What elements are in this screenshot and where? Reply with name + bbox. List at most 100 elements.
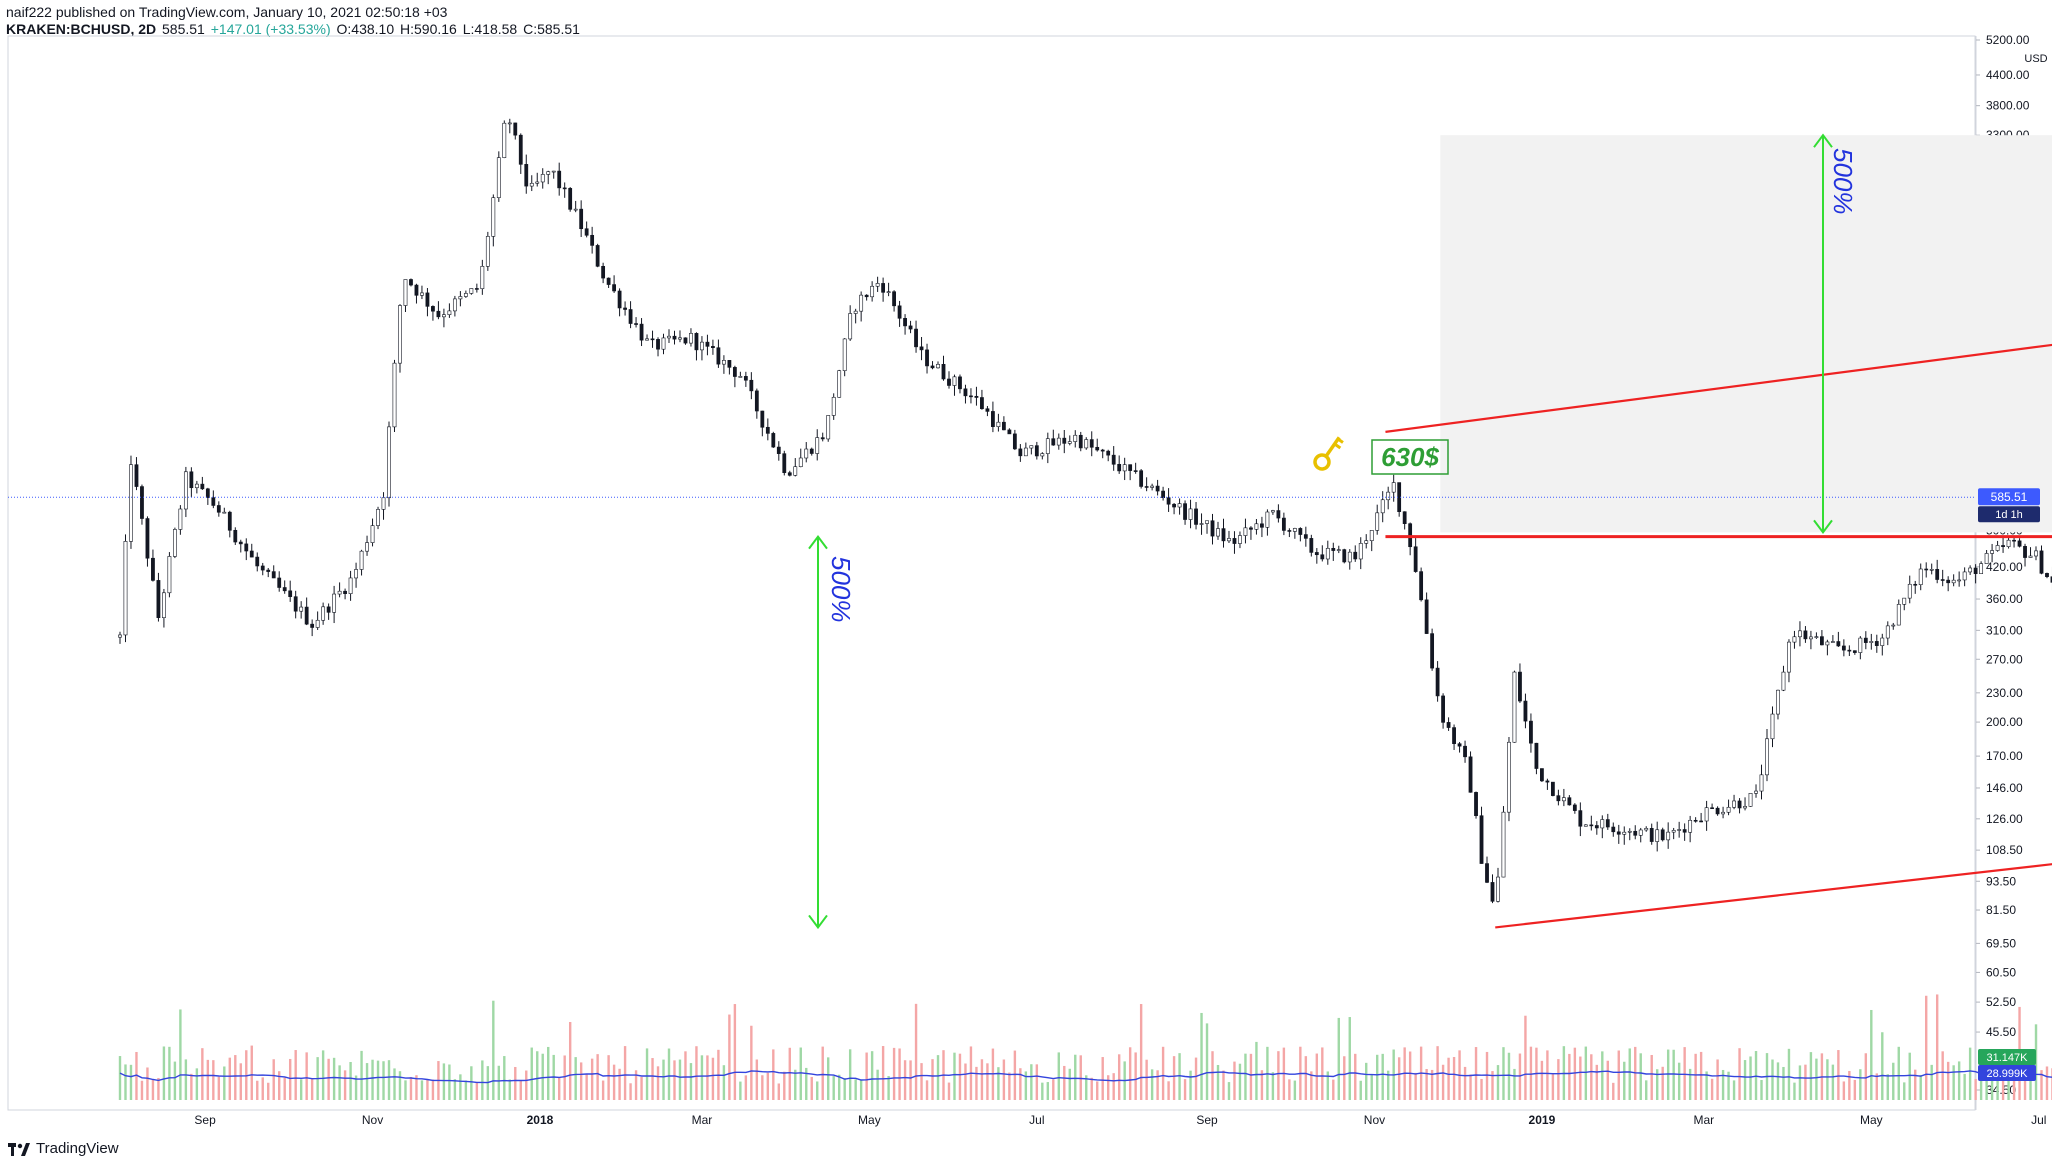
candle-body <box>1798 630 1802 638</box>
volume-bar <box>1085 1075 1088 1100</box>
candle-body <box>255 556 260 567</box>
price-tick-label: 270.00 <box>1986 652 2023 666</box>
volume-bar <box>1897 1046 1900 1100</box>
candle-body <box>1276 510 1281 519</box>
volume-bar <box>1645 1080 1648 1100</box>
tradingview-brand[interactable]: TradingView <box>8 1140 119 1157</box>
candle-body <box>656 339 660 350</box>
volume-bar <box>2045 1066 2049 1100</box>
candle-body <box>420 292 424 296</box>
candle-body <box>156 580 161 618</box>
candle-body <box>1732 800 1736 808</box>
volume-bar <box>1705 1071 1708 1100</box>
candle-body <box>864 294 869 298</box>
last-price-tag <box>1978 488 2040 506</box>
candle-body <box>848 313 853 340</box>
candle-body <box>1496 876 1500 902</box>
volume-bar <box>1249 1053 1253 1100</box>
candle-body <box>798 457 803 468</box>
candle-body <box>1172 503 1176 508</box>
volume-bar <box>190 1073 193 1100</box>
volume-bar <box>1666 1049 1670 1100</box>
candle-body <box>1660 829 1665 841</box>
volume-ma-label: 28.999K <box>1987 1068 2029 1080</box>
candle-body <box>1633 830 1638 836</box>
volume-bar <box>1496 1065 1500 1100</box>
volume-bar <box>728 1014 731 1100</box>
candle-body <box>628 309 633 324</box>
volume-bar <box>272 1059 275 1100</box>
candle-body <box>1688 819 1693 833</box>
volume-bar <box>173 1061 177 1100</box>
candle-body <box>1968 567 1973 573</box>
candle-body <box>1979 563 1984 574</box>
candle-body <box>1402 511 1407 524</box>
candle-body <box>568 188 573 210</box>
candle-body <box>315 619 320 628</box>
candle-body <box>1518 671 1522 702</box>
last-price: 585.51 <box>162 21 205 37</box>
volume-bar <box>1672 1049 1675 1100</box>
candle-body <box>1830 641 1835 643</box>
volume-bar <box>1925 995 1928 1100</box>
volume-bar <box>393 1068 396 1100</box>
candle-body <box>1682 829 1687 833</box>
volume-pane <box>118 994 2052 1100</box>
volume-bar <box>1107 1075 1110 1100</box>
candle-body <box>1902 597 1907 605</box>
volume-bar <box>1831 1064 1835 1100</box>
candle-body <box>1918 568 1923 586</box>
volume-bar <box>1546 1050 1549 1100</box>
candle-body <box>765 426 770 434</box>
ohlc-open: O:438.10 <box>336 21 395 37</box>
candle-body <box>266 569 271 572</box>
candle-body <box>617 290 622 309</box>
volume-bar <box>431 1079 435 1100</box>
volume-bar <box>1881 1032 1884 1100</box>
volume-bar <box>409 1076 413 1100</box>
candle-body <box>754 390 759 412</box>
volume-bar <box>980 1059 984 1100</box>
volume-bar <box>1903 1082 1906 1100</box>
volume-bar <box>1694 1053 1697 1100</box>
volume-bar <box>1068 1068 1071 1100</box>
volume-bar <box>739 1081 742 1100</box>
candle-body <box>1880 637 1885 646</box>
candle-body <box>1133 470 1138 472</box>
candle-body <box>1078 434 1083 449</box>
candle-body <box>507 122 512 125</box>
candle-body <box>1946 579 1951 584</box>
volume-bar <box>794 1069 797 1100</box>
candle-body <box>678 337 682 340</box>
candle-body <box>260 565 265 571</box>
volume-bar <box>744 1075 748 1100</box>
candle-body <box>1567 797 1572 806</box>
candle-body <box>1507 741 1511 813</box>
volume-bar <box>558 1077 561 1100</box>
candle-body <box>1166 497 1171 505</box>
candle-body <box>134 464 139 487</box>
volume-bar <box>360 1050 363 1100</box>
volume-bar <box>1930 1064 1933 1100</box>
candle-body <box>1051 438 1056 446</box>
candle-body <box>1474 792 1478 817</box>
volume-bar <box>256 1080 259 1100</box>
candle-body <box>2034 550 2038 557</box>
candle-body <box>1007 429 1012 435</box>
volume-bar <box>206 1059 210 1100</box>
volume-bar <box>684 1051 687 1100</box>
trendline-upper <box>1385 343 2052 433</box>
volume-bar <box>931 1059 934 1100</box>
candle-body <box>1616 831 1621 835</box>
candle-body <box>2012 539 2016 542</box>
price-tick-label: 230.00 <box>1986 686 2023 700</box>
candle-body <box>721 360 726 365</box>
candle-body <box>326 606 331 613</box>
time-tick-label: Mar <box>1694 1113 1715 1127</box>
ohlc-low: L:418.58 <box>462 21 518 37</box>
volume-bar <box>162 1046 166 1100</box>
candle-body <box>211 497 216 506</box>
candle-body <box>1600 819 1605 829</box>
volume-bar <box>168 1046 171 1100</box>
